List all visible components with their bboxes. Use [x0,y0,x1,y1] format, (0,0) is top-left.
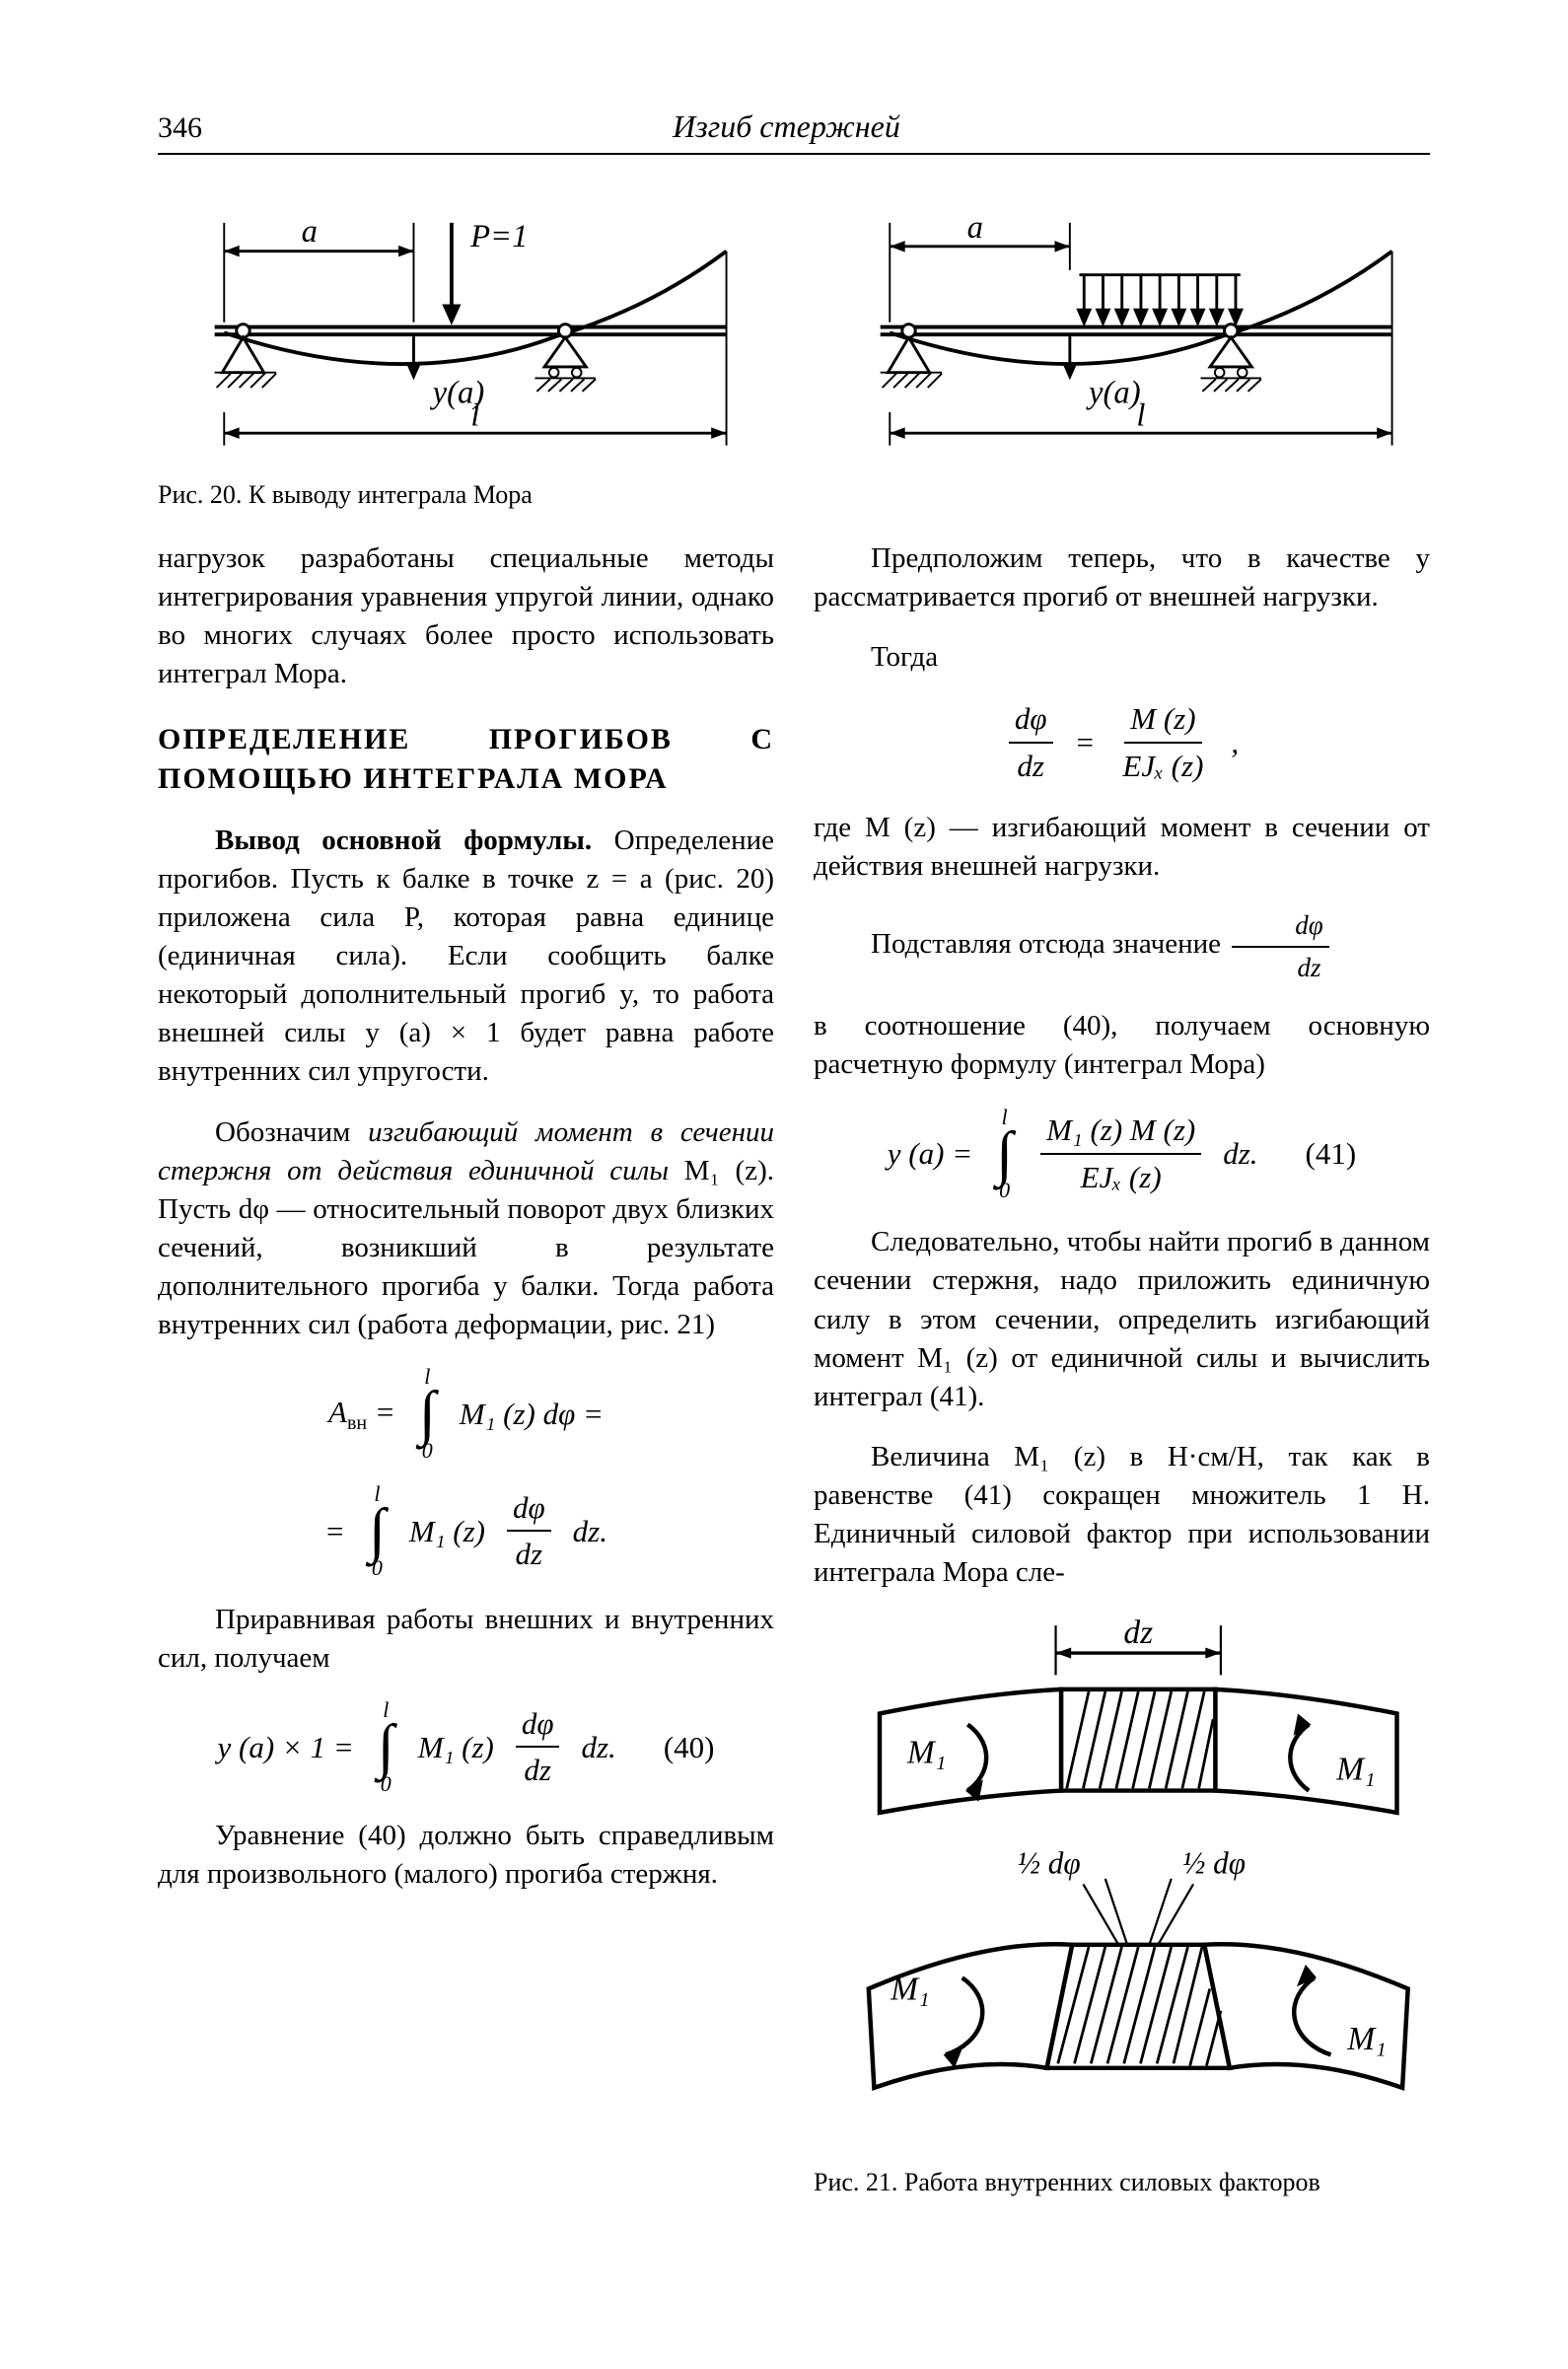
f40-left: y (a) × 1 = [218,1727,354,1768]
left-p2: Вывод основной формулы. Определение прог… [158,822,774,1092]
p3a: Обозначим [215,1116,368,1148]
f40-mid: M₁ (z) [418,1727,494,1768]
right-p4: Подставляя отсюда значение dφdz [814,907,1430,985]
m1-tr: M₁ [1335,1751,1376,1787]
f41-end: dz. [1223,1133,1257,1175]
avn2-frac: dφ dz [507,1487,551,1576]
left-p5: Уравнение (40) должно быть справедливым … [158,1817,774,1894]
avn2-end: dz. [573,1511,607,1552]
integral-4: l ∫ 0 [996,1107,1013,1202]
right-p4b: в соотношение (40), получаем основную ра… [814,1007,1430,1084]
dim-a-label-r: a [967,210,983,246]
left-p4: Приравнивая работы внешних и внутренних … [158,1601,774,1678]
dim-l-label: l [470,397,479,433]
m1-br: M₁ [1346,2020,1387,2056]
ya-label-r: y(a) [1086,375,1141,410]
avn2-mid: M₁ (z) [409,1511,485,1552]
dim-l-label-r: l [1136,397,1145,433]
beam-distributed-svg: a y(a) l [823,194,1430,460]
eq-41-num: (41) [1306,1133,1357,1175]
p4-frac: dφdz [1232,907,1328,985]
eq-40-num: (40) [664,1727,715,1768]
body-columns: нагрузок разработаны специальные методы … [158,539,1430,2199]
figure-20-left: a P=1 y(a) l [158,194,764,465]
fig21-svg: dz M₁ [814,1615,1430,2143]
dz-label: dz [1123,1615,1153,1651]
section-heading: ОПРЕДЕЛЕНИЕ ПРОГИБОВ С ПОМОЩЬЮ ИНТЕГРАЛА… [158,720,774,800]
f40-frac: dφ dz [516,1703,560,1792]
left-column: нагрузок разработаны специальные методы … [158,539,774,2199]
formula-40: y (a) × 1 = l ∫ 0 M₁ (z) dφ dz dz. (40) [158,1699,774,1795]
right-p1: Предположим теперь, что в качестве y рас… [814,539,1430,616]
right-p2: Тогда [814,638,1430,677]
fa-rfrac: M (z) EJₓ (z) [1116,698,1209,787]
chapter-title: Изгиб стержней [673,108,900,145]
fa-end: , [1231,722,1239,763]
page-number: 346 [158,111,202,145]
fa-eq: = [1075,722,1096,763]
formula-41: y (a) = l ∫ 0 M₁ (z) M (z) EJₓ (z) dz. (… [814,1107,1430,1202]
half-dphi-r: ½ dφ [1182,1845,1246,1880]
dim-a-label: a [302,214,318,250]
figure-21-caption: Рис. 21. Работа внутренних силовых факто… [814,2165,1430,2199]
p4a: Подставляя отсюда значение [871,929,1228,961]
half-dphi-l: ½ dφ [1017,1845,1080,1880]
avn-right: M₁ (z) dφ = [460,1394,604,1435]
fa-lfrac: dφ dz [1009,698,1053,787]
page-header: 346 Изгиб стержней [158,108,1430,155]
f40-end: dz. [581,1727,615,1768]
f41-frac: M₁ (z) M (z) EJₓ (z) [1040,1110,1201,1198]
page-container: 346 Изгиб стержней [0,0,1568,2299]
p2-rest: Определение прогибов. Пусть к балке в то… [158,825,774,1088]
figure-20-right: a y(a) l [823,194,1430,465]
left-p3: Обозначим изгибающий момент в сечении ст… [158,1113,774,1345]
integral-2: l ∫ 0 [369,1483,386,1579]
figure-21: dz M₁ [814,1615,1430,2200]
load-label: P=1 [469,219,528,254]
avn-left: Aвн = [328,1392,395,1437]
left-p1: нагрузок разработаны специальные методы … [158,539,774,694]
right-p3: где M (z) — изгибающий момент в сечении … [814,809,1430,886]
integral-3: l ∫ 0 [378,1699,394,1795]
integral-1: l ∫ 0 [419,1366,436,1462]
formula-avn-2: = l ∫ 0 M₁ (z) dφ dz dz. [158,1483,774,1579]
beam-point-load-svg: a P=1 y(a) l [158,194,764,460]
figure-20-row: a P=1 y(a) l [158,194,1430,465]
right-p5: Следовательно, чтобы найти прогиб в данн… [814,1223,1430,1416]
f41-left: y (a) = [888,1133,972,1175]
formula-dphi: dφ dz = M (z) EJₓ (z) , [814,698,1430,787]
figure-20-caption: Рис. 20. К выводу интеграла Мора [158,480,1430,510]
right-p6: Величина M₁ (z) в Н·см/Н, так как в раве… [814,1438,1430,1593]
formula-avn-1: Aвн = l ∫ 0 M₁ (z) dφ = [158,1366,774,1462]
right-column: Предположим теперь, что в качестве y рас… [814,539,1430,2199]
m1-bl: M₁ [890,1971,930,2007]
m1-tl: M₁ [906,1734,947,1770]
p2-lead: Вывод основной формулы. [215,825,592,856]
